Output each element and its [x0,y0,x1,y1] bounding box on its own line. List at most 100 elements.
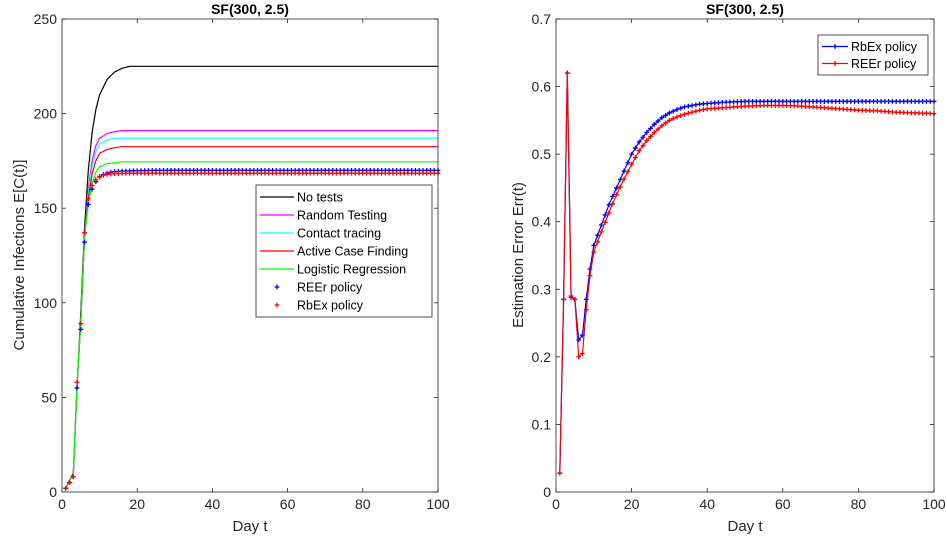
data-point [655,126,661,132]
data-point [74,385,80,391]
left-y-tick-label: 150 [34,200,58,216]
legend-label: REEr policy [851,57,917,71]
data-point [591,249,597,255]
series-rbex-policy [557,70,937,476]
left-chart: SF(300, 2.5) 0 20 40 60 80 100 0 50 100 150 200 250… [11,1,450,535]
data-point [625,169,631,175]
data-point [617,184,623,190]
legend-item-logistic-regression: Logistic Regression [260,263,406,277]
data-point [678,105,684,111]
data-point [591,242,597,248]
data-point [648,134,653,139]
data-point [93,177,99,183]
right-ticks: 0 20 40 60 80 100 0 0.1 0.2 0.3 0.4 0.5 0.6 0.7 [532,11,946,512]
left-y-tick-label: 250 [34,11,58,27]
data-point [614,185,619,191]
legend-marker-sample [832,61,838,66]
legend-label: Contact tracing [297,227,381,241]
data-point [674,114,680,120]
data-point [70,474,76,480]
data-point [682,111,687,117]
right-x-axis-label: Day t [727,518,763,535]
data-point [689,109,695,115]
left-x-tick-label: 100 [426,496,450,512]
series-reer-policy [557,70,937,476]
data-point [644,138,650,144]
data-point [697,107,703,113]
data-point [640,143,646,149]
right-y-tick-label: 0.1 [532,416,552,432]
right-chart-title: SF(300, 2.5) [706,1,784,17]
left-plot-frame [61,18,439,493]
right-legend: RbEx policy REEr policy [817,34,929,76]
legend-label: Logistic Regression [297,263,406,277]
right-y-tick-label: 0.7 [532,11,552,27]
right-x-tick-label: 60 [775,496,791,512]
right-x-tick-label: 20 [624,496,640,512]
data-point [632,155,638,160]
data-point [629,161,634,167]
data-point [693,108,699,114]
data-point [685,110,691,116]
data-point [610,193,616,199]
data-point [640,134,646,140]
data-point [689,103,695,108]
data-point [610,201,616,207]
legend-label: Random Testing [297,209,387,223]
left-y-tick-label: 0 [49,484,57,500]
legend-item-rbex-policy: RbEx policy [822,40,918,54]
data-point [82,239,87,245]
data-point [82,230,87,236]
left-ticks: 0 20 40 60 80 100 0 50 100 150 200 250 [34,11,450,512]
data-point [614,192,619,198]
data-point [568,293,574,299]
data-point [632,145,638,151]
data-point [583,307,589,312]
right-x-tick-label: 100 [922,496,946,512]
legend-label: REEr policy [297,281,363,295]
data-point [651,122,657,127]
data-point [670,116,676,122]
data-point [576,354,582,360]
left-x-tick-label: 60 [280,496,296,512]
left-legend: No tests Random Testing Contact tracing Act… [255,184,433,318]
data-point [667,117,672,123]
data-point [685,103,691,109]
data-point [602,219,608,225]
data-point [85,196,91,202]
right-y-tick-label: 0 [543,484,551,500]
data-point [602,212,608,218]
data-point [598,229,604,235]
data-point [629,151,634,157]
left-y-axis-label: Cumulative Infections E[C(t)] [11,160,28,351]
data-point [74,379,80,385]
data-point [663,112,669,118]
data-point [659,123,665,129]
data-point [557,470,563,476]
legend-label: RbEx policy [851,40,918,54]
legend-item-rbex-policy: RbEx policy [274,299,364,313]
left-x-axis-label: Day t [232,518,268,535]
right-y-axis-label: Estimation Error Err(t) [510,182,527,328]
left-x-tick-label: 0 [58,496,66,512]
data-point [580,351,585,356]
left-y-tick-label: 50 [41,389,57,405]
data-point [63,485,69,491]
data-point [701,107,706,112]
right-x-tick-label: 40 [699,496,715,512]
data-point [648,126,653,131]
right-plot-area [556,19,934,492]
legend-marker-sample [832,44,838,49]
legend-label: RbEx policy [297,299,364,313]
right-y-tick-label: 0.6 [532,79,552,95]
legend-item-random-testing: Random Testing [260,209,387,223]
data-point [651,130,657,135]
right-x-tick-label: 0 [552,496,560,512]
data-point [655,118,661,124]
legend-marker-sample [274,284,280,290]
left-y-tick-label: 100 [34,295,58,311]
legend-item-active-case-finding: Active Case Finding [260,245,408,259]
data-point [587,273,593,279]
data-point [67,480,72,485]
